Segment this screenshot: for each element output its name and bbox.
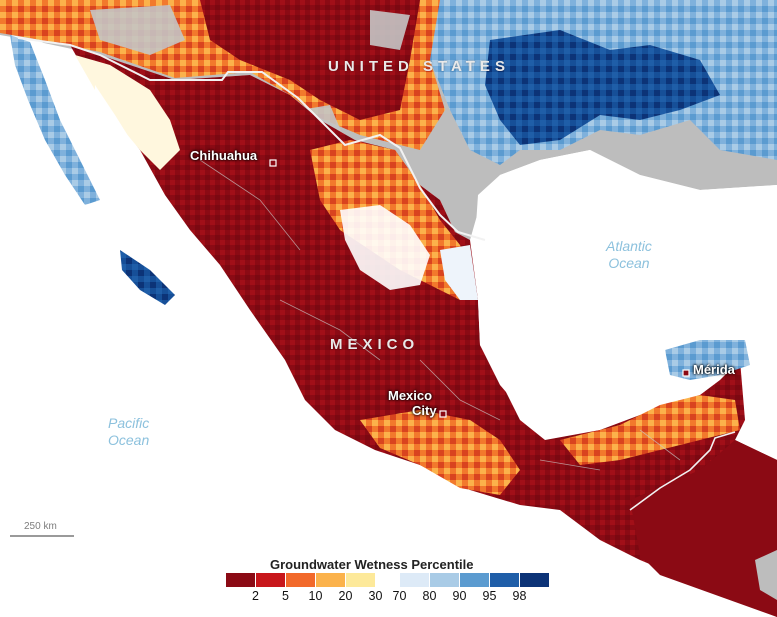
legend-dry-tick-label: 20 — [338, 589, 353, 603]
legend-dry-swatch — [346, 573, 375, 587]
mexico-normal-east — [340, 205, 430, 290]
legend-dry-tick-label: 2 — [252, 589, 259, 603]
label-merida: Mérida — [693, 362, 735, 377]
label-mexico-city-line2: City — [412, 403, 437, 418]
mexico-city-marker — [439, 410, 447, 418]
label-pacific-line1: Pacific — [108, 415, 150, 431]
gulf-of-mexico — [475, 150, 777, 430]
label-pacific-ocean: Pacific Ocean — [108, 415, 149, 449]
label-atlantic-ocean: Atlantic Ocean — [606, 238, 652, 272]
legend-wet-tick-label: 95 — [482, 589, 497, 603]
legend-wet-tick-label: 80 — [422, 589, 437, 603]
mexico-moderate-dry-south — [360, 410, 520, 495]
us-mexico-border — [17, 37, 486, 241]
merida-marker — [682, 369, 690, 377]
legend-dry-swatch — [286, 573, 315, 587]
us-very-wet-region — [485, 30, 720, 145]
scale-bar-line — [10, 535, 74, 537]
legend-wet-swatch — [460, 573, 489, 587]
scale-bar-label: 250 km — [24, 521, 57, 532]
legend-dry-tick-label: 10 — [308, 589, 323, 603]
legend-wet-tick-label: 90 — [452, 589, 467, 603]
legend-wet-tick-label: 70 — [392, 589, 407, 603]
label-pacific-line2: Ocean — [108, 432, 150, 448]
gulf-of-california — [95, 85, 205, 262]
us-very-dry-region — [200, 0, 420, 120]
mexico-guatemala-border — [629, 431, 736, 511]
mexico-mainland — [70, 45, 777, 617]
state-borders — [199, 159, 681, 471]
legend-dry-swatch — [256, 573, 285, 587]
label-chihuahua: Chihuahua — [190, 148, 258, 163]
mexico-moderate-dry-yucatan — [560, 395, 740, 465]
label-atlantic-line2: Ocean — [608, 255, 650, 271]
baja-very-wet-tip — [120, 250, 175, 305]
baja-wet-coast — [10, 35, 100, 205]
us-gray-patches — [90, 5, 410, 140]
legend-title: Groundwater Wetness Percentile — [270, 557, 474, 572]
mexico-normal-coast — [440, 245, 478, 300]
legend-dry-tick-label: 5 — [282, 589, 289, 603]
label-united-states: UNITED STATES — [328, 58, 510, 75]
label-atlantic-line1: Atlantic — [606, 238, 652, 254]
chihuahua-marker — [269, 159, 277, 167]
legend-wet-swatch — [430, 573, 459, 587]
legend-wet-swatch — [490, 573, 519, 587]
far-south-gray — [755, 550, 777, 600]
legend-wet-swatch — [520, 573, 549, 587]
label-mexico: MEXICO — [330, 336, 420, 353]
legend-wet-swatch — [400, 573, 429, 587]
legend-wet-tick-label: 98 — [512, 589, 527, 603]
legend-dry-swatch — [226, 573, 255, 587]
legend-dry-tick-label: 30 — [368, 589, 383, 603]
pacific-ocean — [0, 300, 660, 617]
legend-dry-swatch — [316, 573, 345, 587]
mexico-normal-sonora — [75, 55, 180, 170]
label-mexico-city-line1: Mexico — [388, 388, 433, 403]
